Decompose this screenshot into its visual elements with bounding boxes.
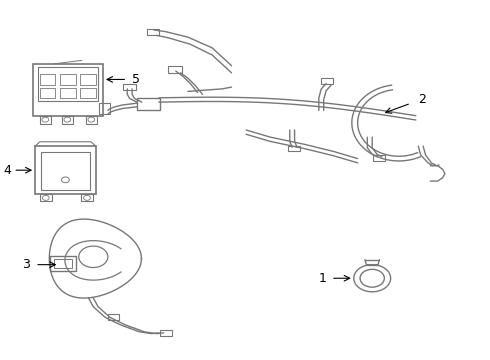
Bar <box>108 314 119 320</box>
Bar <box>160 330 172 336</box>
Bar <box>321 78 333 84</box>
Text: 3: 3 <box>23 258 30 271</box>
Bar <box>60 88 75 98</box>
Bar <box>123 84 136 90</box>
Text: 5: 5 <box>132 73 140 86</box>
Bar <box>49 256 76 271</box>
Text: 1: 1 <box>318 272 326 285</box>
Bar <box>80 88 96 98</box>
Bar <box>80 75 96 85</box>
Bar <box>86 116 97 123</box>
Bar <box>53 259 72 268</box>
Bar <box>38 67 98 102</box>
Text: 2: 2 <box>418 93 426 106</box>
Bar <box>40 88 55 98</box>
Bar <box>35 146 96 194</box>
Bar <box>99 103 110 114</box>
Bar <box>288 146 300 152</box>
Bar <box>60 75 75 85</box>
Bar <box>81 194 93 202</box>
Bar <box>40 75 55 85</box>
Bar <box>147 29 159 35</box>
Bar <box>137 98 160 111</box>
Text: 4: 4 <box>3 164 11 177</box>
Bar <box>40 194 52 202</box>
Bar <box>40 116 50 123</box>
Bar <box>169 66 182 73</box>
Bar <box>62 116 73 123</box>
Bar <box>373 155 385 161</box>
Bar <box>33 64 103 116</box>
Bar <box>41 153 90 190</box>
